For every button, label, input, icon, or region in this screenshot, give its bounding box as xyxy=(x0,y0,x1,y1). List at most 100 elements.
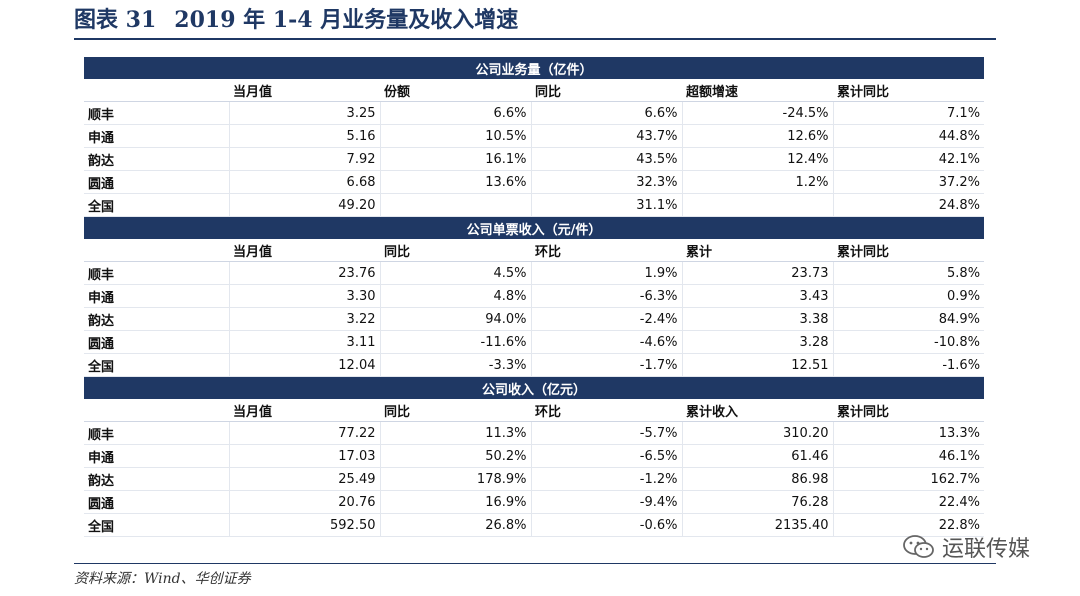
wechat-icon xyxy=(903,535,934,558)
table-row: 顺丰 23.76 4.5% 1.9% 23.73 5.8% xyxy=(84,261,985,285)
value-cell: -2.4% xyxy=(530,307,682,331)
value-cell: 4.5% xyxy=(379,261,531,285)
column-header: 同比 xyxy=(380,399,531,422)
value-cell: 178.9% xyxy=(379,467,531,491)
column-header-row: 当月值 同比 环比 累计 累计同比 xyxy=(84,239,985,262)
value-cell: 3.22 xyxy=(228,307,380,331)
value-cell: 26.8% xyxy=(379,513,531,537)
value-cell: 6.6% xyxy=(379,101,531,125)
column-header: 同比 xyxy=(531,79,682,102)
value-cell: 49.20 xyxy=(228,193,380,217)
value-cell xyxy=(681,193,833,217)
value-cell: 24.8% xyxy=(832,193,985,217)
value-cell: 3.28 xyxy=(681,330,833,354)
company-name: 顺丰 xyxy=(84,261,229,285)
value-cell: -0.6% xyxy=(530,513,682,537)
value-cell: 86.98 xyxy=(681,467,833,491)
column-header: 超额增速 xyxy=(682,79,833,102)
value-cell: 3.30 xyxy=(228,284,380,308)
value-cell: 61.46 xyxy=(681,444,833,468)
value-cell: 310.20 xyxy=(681,421,833,445)
value-cell xyxy=(379,193,531,217)
value-cell: 25.49 xyxy=(228,467,380,491)
section-header: 公司业务量（亿件） xyxy=(84,57,985,79)
figure-title-text: 2019 年 1-4 月业务量及收入增速 xyxy=(174,7,519,33)
table-row: 圆通 6.68 13.6% 32.3% 1.2% 37.2% xyxy=(84,170,985,194)
value-cell: 20.76 xyxy=(228,490,380,514)
column-header: 累计同比 xyxy=(833,399,985,422)
column-header: 份额 xyxy=(380,79,531,102)
value-cell: 11.3% xyxy=(379,421,531,445)
column-header: 当月值 xyxy=(229,79,380,102)
watermark-text: 运联传媒 xyxy=(942,537,1031,562)
company-name: 韵达 xyxy=(84,147,229,171)
value-cell: -4.6% xyxy=(530,330,682,354)
value-cell: 32.3% xyxy=(530,170,682,194)
value-cell: 13.3% xyxy=(832,421,985,445)
value-cell: 44.8% xyxy=(832,124,985,148)
column-header-row: 当月值 同比 环比 累计收入 累计同比 xyxy=(84,399,985,422)
table-row: 全国 12.04 -3.3% -1.7% 12.51 -1.6% xyxy=(84,353,985,377)
column-header: 同比 xyxy=(380,239,531,262)
value-cell: 6.6% xyxy=(530,101,682,125)
column-header-row: 当月值 份额 同比 超额增速 累计同比 xyxy=(84,79,985,102)
value-cell: 1.2% xyxy=(681,170,833,194)
company-name: 圆通 xyxy=(84,490,229,514)
value-cell: 4.8% xyxy=(379,284,531,308)
value-cell: 3.11 xyxy=(228,330,380,354)
value-cell: 43.5% xyxy=(530,147,682,171)
value-cell: -5.7% xyxy=(530,421,682,445)
value-cell: -11.6% xyxy=(379,330,531,354)
company-name: 圆通 xyxy=(84,170,229,194)
company-name: 全国 xyxy=(84,353,229,377)
table-row: 申通 17.03 50.2% -6.5% 61.46 46.1% xyxy=(84,444,985,468)
company-name: 申通 xyxy=(84,284,229,308)
table-row: 圆通 3.11 -11.6% -4.6% 3.28 -10.8% xyxy=(84,330,985,354)
value-cell: 6.68 xyxy=(228,170,380,194)
table-row: 韵达 7.92 16.1% 43.5% 12.4% 42.1% xyxy=(84,147,985,171)
value-cell: 3.38 xyxy=(681,307,833,331)
value-cell: -1.2% xyxy=(530,467,682,491)
table-row: 韵达 25.49 178.9% -1.2% 86.98 162.7% xyxy=(84,467,985,491)
source-rule xyxy=(74,563,996,564)
title-rule xyxy=(74,38,996,40)
value-cell: 23.76 xyxy=(228,261,380,285)
source-note: 资料来源：Wind、华创证券 xyxy=(74,571,251,587)
table-row: 申通 3.30 4.8% -6.3% 3.43 0.9% xyxy=(84,284,985,308)
section-header: 公司收入（亿元） xyxy=(84,376,985,399)
column-header: 环比 xyxy=(531,399,682,422)
value-cell: 0.9% xyxy=(832,284,985,308)
value-cell: 592.50 xyxy=(228,513,380,537)
value-cell: 2135.40 xyxy=(681,513,833,537)
value-cell: 50.2% xyxy=(379,444,531,468)
value-cell: 10.5% xyxy=(379,124,531,148)
column-header: 环比 xyxy=(531,239,682,262)
value-cell: 7.92 xyxy=(228,147,380,171)
value-cell: 94.0% xyxy=(379,307,531,331)
section-header: 公司单票收入（元/件） xyxy=(84,216,985,239)
value-cell: 16.9% xyxy=(379,490,531,514)
company-name: 韵达 xyxy=(84,467,229,491)
data-table: 公司业务量（亿件） 当月值 份额 同比 超额增速 累计同比 顺丰 3.25 6.6% 6.6% -2… xyxy=(84,57,985,537)
value-cell: 162.7% xyxy=(832,467,985,491)
value-cell: 12.4% xyxy=(681,147,833,171)
value-cell: 22.4% xyxy=(832,490,985,514)
section-title: 公司单票收入（元/件） xyxy=(84,216,985,239)
value-cell: 31.1% xyxy=(530,193,682,217)
column-header: 累计 xyxy=(682,239,833,262)
value-cell: 76.28 xyxy=(681,490,833,514)
value-cell: 17.03 xyxy=(228,444,380,468)
value-cell: 3.43 xyxy=(681,284,833,308)
value-cell: 22.8% xyxy=(832,513,985,537)
value-cell: 12.6% xyxy=(681,124,833,148)
section-title: 公司收入（亿元） xyxy=(84,376,985,399)
column-header: 累计同比 xyxy=(833,79,985,102)
value-cell: 7.1% xyxy=(832,101,985,125)
value-cell: 13.6% xyxy=(379,170,531,194)
value-cell: -1.6% xyxy=(832,353,985,377)
table-row: 韵达 3.22 94.0% -2.4% 3.38 84.9% xyxy=(84,307,985,331)
value-cell: 16.1% xyxy=(379,147,531,171)
table-row: 顺丰 3.25 6.6% 6.6% -24.5% 7.1% xyxy=(84,101,985,125)
value-cell: 43.7% xyxy=(530,124,682,148)
table-row: 全国 592.50 26.8% -0.6% 2135.40 22.8% xyxy=(84,513,985,537)
